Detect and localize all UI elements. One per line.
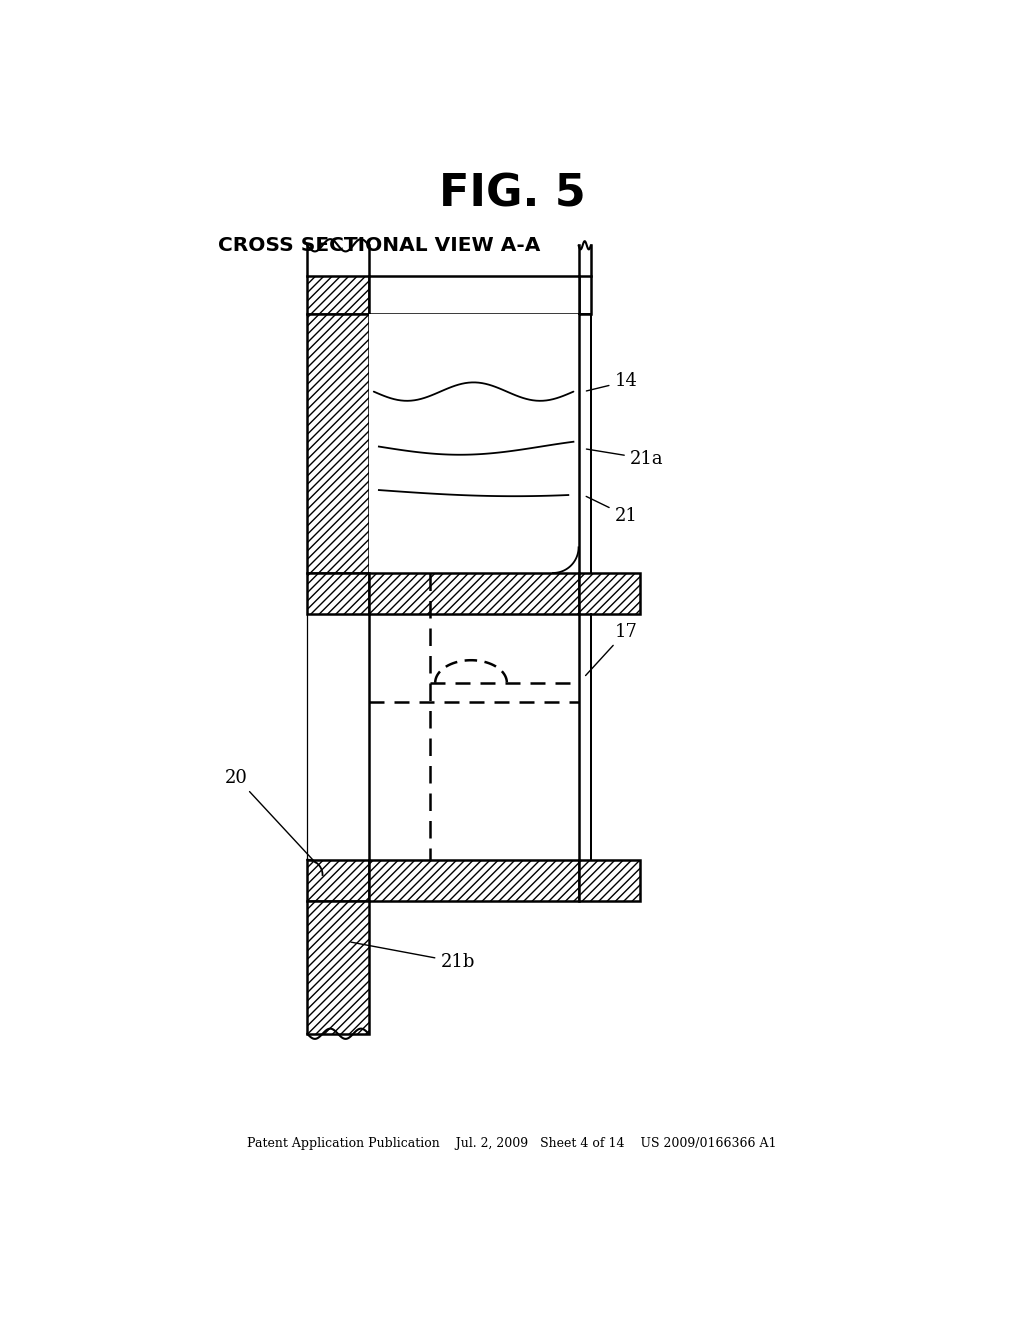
Bar (369, 276, 579, 314)
Text: CROSS SECTIONAL VIEW A-A: CROSS SECTIONAL VIEW A-A (218, 236, 540, 255)
Bar (307, 276, 369, 314)
Bar (369, 573, 579, 614)
Text: 17: 17 (586, 623, 637, 676)
Bar (579, 573, 640, 614)
Text: 14: 14 (587, 372, 637, 391)
Text: 21: 21 (586, 496, 637, 524)
Bar (307, 900, 369, 1034)
Bar (307, 314, 369, 573)
Text: FIG. 5: FIG. 5 (438, 173, 586, 215)
Text: 20: 20 (225, 768, 315, 863)
Bar (579, 276, 591, 314)
Text: 21b: 21b (351, 942, 475, 972)
Text: 21a: 21a (587, 449, 664, 467)
Bar (369, 314, 579, 573)
Text: Patent Application Publication    Jul. 2, 2009   Sheet 4 of 14    US 2009/016636: Patent Application Publication Jul. 2, 2… (247, 1137, 777, 1150)
Bar (307, 573, 369, 614)
Bar (307, 859, 369, 900)
Bar (579, 859, 640, 900)
Bar (369, 859, 579, 900)
